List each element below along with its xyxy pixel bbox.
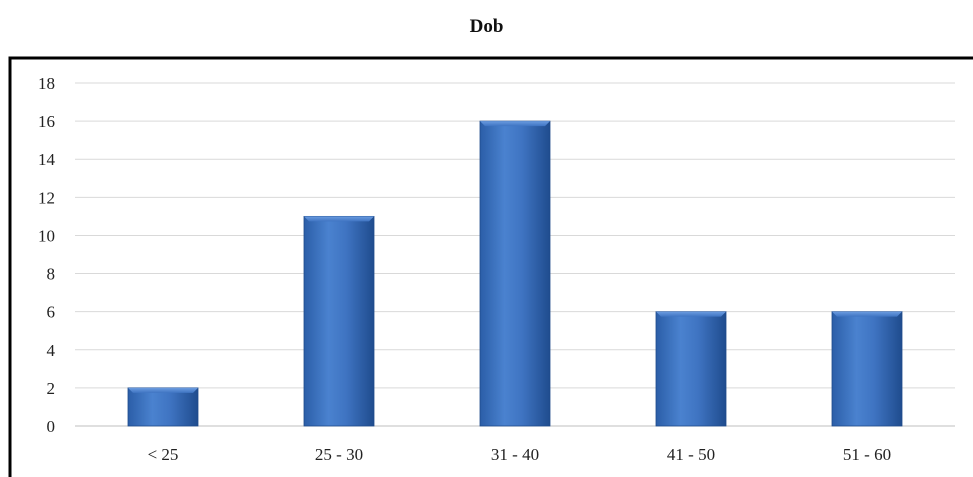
y-tick-label: 18 bbox=[38, 74, 55, 93]
y-tick-label: 4 bbox=[47, 341, 56, 360]
bar-bevel bbox=[656, 311, 726, 317]
bar bbox=[303, 215, 375, 427]
x-category-label: 41 - 50 bbox=[667, 445, 715, 464]
bar-body bbox=[127, 387, 199, 427]
y-tick-label: 16 bbox=[38, 112, 55, 131]
x-axis-categories: < 25 25 - 30 31 - 40 41 - 50 51 - 60 bbox=[148, 445, 892, 464]
x-category-label: 51 - 60 bbox=[843, 445, 891, 464]
bar-body bbox=[655, 311, 727, 427]
y-tick-label: 0 bbox=[47, 417, 56, 436]
bar-body bbox=[479, 120, 551, 427]
bar bbox=[655, 311, 727, 427]
y-axis-ticks: 0 2 4 6 8 10 12 14 16 18 bbox=[38, 74, 56, 436]
bar-body bbox=[303, 215, 375, 427]
chart-title: Dob bbox=[469, 16, 504, 37]
bar bbox=[831, 311, 903, 427]
y-tick-label: 6 bbox=[47, 303, 56, 322]
bar bbox=[479, 120, 551, 427]
chart-frame bbox=[8, 56, 973, 477]
bar-body bbox=[831, 311, 903, 427]
x-category-label: 25 - 30 bbox=[315, 445, 363, 464]
bar-bevel bbox=[832, 311, 902, 317]
bar-bevel bbox=[128, 387, 198, 393]
bars bbox=[127, 120, 903, 427]
y-tick-label: 8 bbox=[47, 265, 56, 284]
y-tick-label: 10 bbox=[38, 226, 55, 245]
y-tick-label: 14 bbox=[38, 150, 56, 169]
bar-bevel bbox=[480, 121, 550, 127]
bar-bevel bbox=[304, 216, 374, 222]
y-tick-label: 12 bbox=[38, 188, 55, 207]
x-category-label: < 25 bbox=[148, 445, 179, 464]
y-tick-label: 2 bbox=[47, 379, 56, 398]
bar bbox=[127, 387, 199, 427]
x-category-label: 31 - 40 bbox=[491, 445, 539, 464]
